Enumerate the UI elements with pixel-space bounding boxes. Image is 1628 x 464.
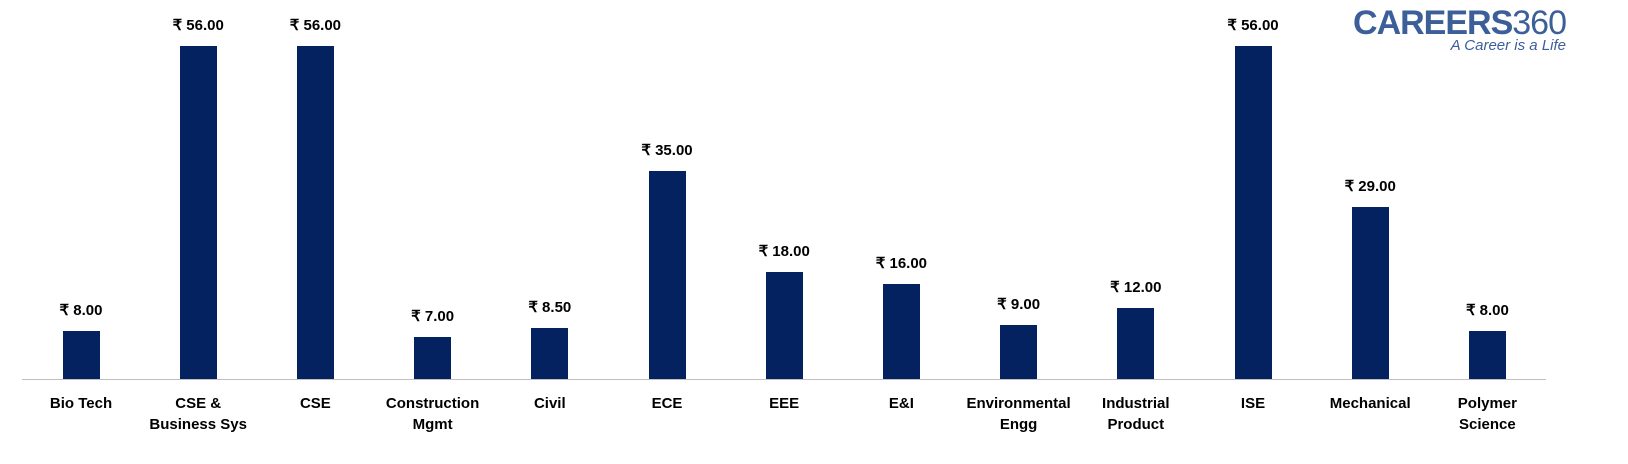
x-tick-label: Polymer Science: [1457, 395, 1517, 433]
bar: [1468, 331, 1506, 379]
bar: [531, 328, 569, 379]
x-tick-label: Industrial Product: [1102, 395, 1170, 433]
careers360-logo: CAREERS360 A Career is a Life: [1353, 4, 1567, 54]
x-axis-line: [22, 379, 1546, 380]
x-tick-label: CSE: [299, 395, 331, 412]
x-tick-label: Environmental Engg: [966, 395, 1071, 433]
bar: [179, 46, 217, 379]
data-label: ₹ 56.00: [1227, 17, 1279, 34]
bar: [414, 337, 452, 379]
data-label: ₹ 9.00: [997, 296, 1041, 314]
x-tick-label: CSE & Business Sys: [149, 395, 247, 433]
x-tick-label: Mechanical: [1329, 395, 1411, 412]
data-label: ₹ 12.00: [1110, 278, 1162, 296]
logo-brand: CAREERS: [1353, 4, 1513, 42]
data-label: ₹ 8.50: [528, 299, 572, 317]
logo-number: 360: [1512, 4, 1567, 42]
bar: [882, 283, 920, 379]
data-label: ₹ 29.00: [1344, 177, 1396, 195]
bar: [1117, 307, 1155, 379]
x-tick-label: Construction Mgmt: [385, 395, 480, 433]
x-tick-label: Bio Tech: [49, 395, 113, 412]
data-label: ₹ 8.00: [1465, 302, 1509, 320]
x-tick-label: ECE: [651, 395, 683, 412]
bar: [765, 271, 803, 379]
bar: [62, 331, 100, 379]
x-tick-label: E&I: [888, 395, 914, 412]
logo-tagline: A Career is a Life: [1450, 37, 1566, 54]
x-tick-label: ISE: [1240, 395, 1266, 412]
bar: [1234, 46, 1272, 379]
bar: [648, 170, 686, 379]
data-label: ₹ 8.00: [59, 302, 103, 320]
bar: [1000, 325, 1038, 379]
data-label: ₹ 18.00: [758, 242, 810, 260]
data-label: ₹ 35.00: [641, 141, 693, 159]
x-tick-label: EEE: [769, 395, 800, 412]
data-label: ₹ 16.00: [875, 254, 928, 272]
data-label: ₹ 7.00: [411, 308, 455, 326]
x-tick-label: Civil: [533, 395, 566, 412]
bar: [1351, 206, 1389, 379]
bar: [296, 46, 334, 379]
data-label: ₹ 56.00: [289, 17, 342, 34]
data-label: ₹ 56.00: [172, 17, 224, 34]
